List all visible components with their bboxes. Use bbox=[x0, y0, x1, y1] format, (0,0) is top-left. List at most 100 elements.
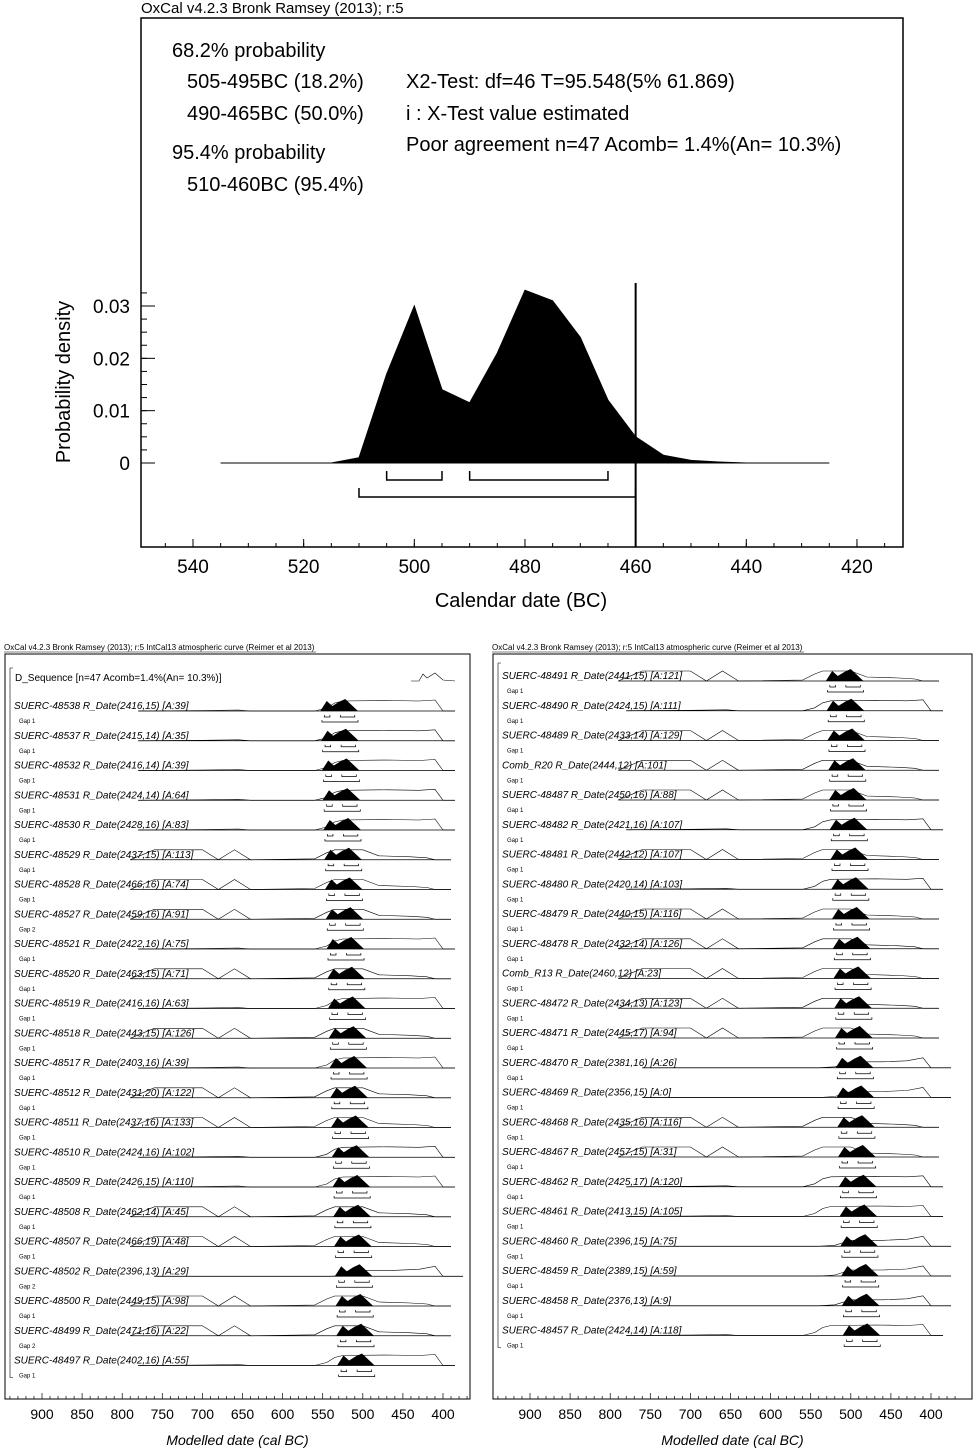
range-68-bracket bbox=[331, 1012, 338, 1015]
range-95-bracket bbox=[330, 1077, 368, 1080]
range-68-bracket bbox=[355, 1339, 372, 1343]
range-68-bracket bbox=[345, 923, 361, 926]
gap-label: Gap 1 bbox=[19, 898, 36, 904]
date-row: SUERC-48469 R_Date(2356,15) [A:0] Gap 1 bbox=[502, 1085, 952, 1112]
likelihood-curve bbox=[626, 699, 943, 712]
posterior-area bbox=[337, 1353, 375, 1366]
date-row: SUERC-48532 R_Date(2416,14) [A:39] Gap 1 bbox=[14, 758, 456, 785]
date-row: SUERC-48509 R_Date(2426,15) [A:110] Gap 1 bbox=[14, 1175, 456, 1201]
gap-label: Gap 1 bbox=[19, 719, 36, 725]
gap-label: Gap 1 bbox=[507, 808, 524, 814]
panel-frame bbox=[492, 653, 973, 1400]
posterior-area bbox=[330, 1085, 368, 1098]
posterior-area bbox=[841, 1264, 879, 1276]
likelihood-curve bbox=[138, 818, 455, 831]
range-68-bracket bbox=[350, 1131, 366, 1134]
range-68-bracket bbox=[845, 1309, 852, 1313]
range-68-bracket bbox=[837, 982, 844, 985]
gap-label: Gap 1 bbox=[507, 1046, 524, 1052]
x-tick-label: 600 bbox=[759, 1406, 783, 1422]
range-68-bracket bbox=[853, 982, 869, 985]
date-row: SUERC-48538 R_Date(2416,15) [A:39] Gap 1 bbox=[14, 699, 456, 725]
likelihood-curve bbox=[618, 1146, 939, 1158]
range-68-bracket bbox=[850, 863, 866, 866]
range-95-bracket bbox=[828, 749, 866, 752]
gap-label: Gap 1 bbox=[507, 1314, 524, 1320]
range-68-bracket bbox=[348, 1042, 364, 1045]
range-68-bracket bbox=[846, 714, 862, 718]
gap-label: Gap 1 bbox=[19, 749, 36, 755]
date-row: SUERC-48517 R_Date(2403,16) [A:39] Gap 1 bbox=[14, 1056, 456, 1082]
likelihood-curve bbox=[626, 818, 943, 831]
range-68-bracket bbox=[347, 1012, 363, 1015]
range-68-bracket bbox=[329, 923, 336, 926]
x-tick-label: 500 bbox=[839, 1406, 863, 1422]
range-68-bracket bbox=[336, 1191, 343, 1194]
range-68-bracket bbox=[354, 1280, 370, 1283]
range-68-bracket bbox=[340, 1369, 348, 1372]
likelihood-curve bbox=[130, 1117, 451, 1128]
posterior-area bbox=[839, 1204, 878, 1217]
x-tick-label: 520 bbox=[288, 557, 320, 578]
range-68-bracket bbox=[333, 1101, 341, 1105]
x-tick-label: 550 bbox=[311, 1406, 335, 1422]
range-68-bracket bbox=[840, 1101, 847, 1104]
range-68-bracket bbox=[327, 863, 335, 867]
date-label: SUERC-48511 R_Date(2437,16) [A:133] bbox=[14, 1118, 194, 1129]
range-68-bracket bbox=[853, 1012, 870, 1015]
date-row: SUERC-48457 R_Date(2424,14) [A:118] Gap 1 bbox=[502, 1323, 944, 1350]
range-68-bracket bbox=[327, 834, 334, 837]
date-row: SUERC-48479 R_Date(2440,15) [A:116] Gap 1 bbox=[502, 907, 940, 933]
range-68-bracket bbox=[330, 953, 337, 956]
x-tick-label: 450 bbox=[879, 1406, 903, 1422]
stat-agreement: Poor agreement n=47 Acomb= 1.4%(An= 10.3… bbox=[406, 134, 841, 156]
range-95-bracket bbox=[827, 719, 865, 723]
posterior-area bbox=[322, 788, 361, 801]
gap-label: Gap 1 bbox=[19, 1076, 36, 1082]
range-95-bracket bbox=[338, 1374, 376, 1377]
x-tick-label: 540 bbox=[177, 557, 209, 578]
date-label: SUERC-48479 R_Date(2440,15) [A:116] bbox=[502, 909, 682, 920]
range-95-bracket bbox=[323, 779, 360, 782]
gap-label: Gap 1 bbox=[507, 1344, 524, 1350]
date-label: SUERC-48470 R_Date(2381,16) [A:26] bbox=[502, 1058, 677, 1069]
range-95-bracket bbox=[326, 928, 364, 931]
range-95-bracket bbox=[336, 1315, 374, 1318]
range-95-bracket bbox=[329, 1047, 367, 1050]
posterior-area bbox=[331, 1145, 370, 1158]
posterior-area bbox=[834, 996, 872, 1009]
date-label: SUERC-48481 R_Date(2442,12) [A:107] bbox=[502, 850, 682, 861]
date-row: SUERC-48530 R_Date(2428,16) [A:83] Gap 1 bbox=[14, 818, 456, 844]
range-95-bracket bbox=[841, 1255, 879, 1258]
date-row: SUERC-48471 R_Date(2445,17) [A:94] Gap 1 bbox=[502, 1026, 940, 1052]
gap-label: Gap 1 bbox=[507, 957, 524, 963]
x-tick-label: 700 bbox=[679, 1406, 703, 1422]
date-label: SUERC-48510 R_Date(2424,16) [A:102] bbox=[14, 1147, 194, 1158]
date-row: SUERC-48508 R_Date(2462,14) [A:45] Gap 1 bbox=[14, 1204, 452, 1231]
date-label: SUERC-48532 R_Date(2416,14) [A:39] bbox=[14, 761, 189, 772]
posterior-area bbox=[327, 996, 366, 1009]
range-68-bracket bbox=[343, 863, 359, 867]
posterior-area bbox=[329, 1056, 368, 1068]
gap-label: Gap 1 bbox=[507, 1254, 524, 1260]
y-tick-label: 0.03 bbox=[93, 297, 130, 318]
x-tick-label: 850 bbox=[558, 1406, 582, 1422]
range-95-bracket bbox=[836, 1047, 874, 1050]
date-label: SUERC-48512 R_Date(2431,20) [A:122] bbox=[14, 1088, 194, 1099]
x-tick-label: 650 bbox=[719, 1406, 743, 1422]
date-row: SUERC-48482 R_Date(2421,16) [A:107] Gap 1 bbox=[502, 817, 944, 844]
range-68-bracket bbox=[851, 923, 867, 926]
posterior-area bbox=[332, 1175, 371, 1187]
likelihood-curve bbox=[642, 1295, 951, 1307]
posterior-area bbox=[831, 877, 869, 890]
posterior-area bbox=[827, 728, 865, 741]
range-68-bracket bbox=[838, 1042, 845, 1045]
range-95-bracket bbox=[323, 809, 361, 812]
range-95-bracket bbox=[332, 1166, 370, 1169]
prob95-range-1: 510-460BC (95.4%) bbox=[187, 174, 364, 196]
posterior-area bbox=[842, 1323, 881, 1336]
posterior-area bbox=[828, 788, 867, 800]
gap-label: Gap 1 bbox=[507, 1165, 524, 1171]
posterior-area bbox=[327, 966, 365, 979]
likelihood-curve bbox=[130, 968, 451, 980]
